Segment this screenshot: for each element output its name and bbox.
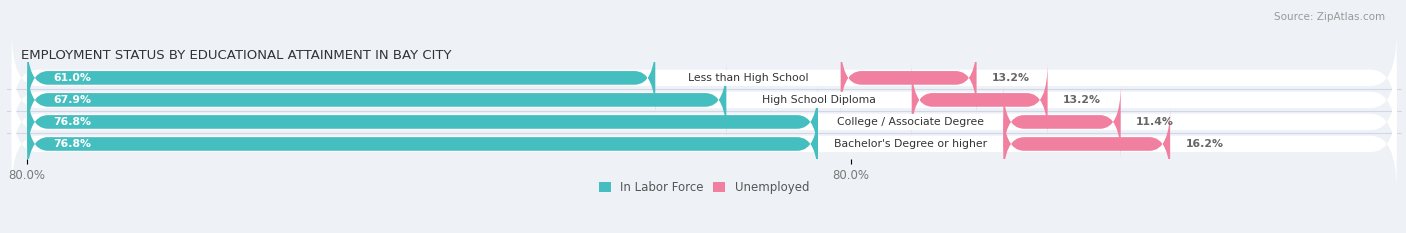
FancyBboxPatch shape: [11, 97, 1396, 191]
Text: Source: ZipAtlas.com: Source: ZipAtlas.com: [1274, 12, 1385, 22]
FancyBboxPatch shape: [27, 85, 818, 159]
FancyBboxPatch shape: [1004, 85, 1121, 159]
Text: 11.4%: 11.4%: [1136, 117, 1174, 127]
FancyBboxPatch shape: [11, 75, 1396, 169]
Text: 13.2%: 13.2%: [1063, 95, 1101, 105]
Text: 76.8%: 76.8%: [53, 117, 91, 127]
FancyBboxPatch shape: [27, 63, 727, 137]
FancyBboxPatch shape: [27, 107, 818, 181]
Text: Less than High School: Less than High School: [688, 73, 808, 83]
FancyBboxPatch shape: [27, 41, 655, 115]
Text: 61.0%: 61.0%: [53, 73, 91, 83]
FancyBboxPatch shape: [11, 31, 1396, 125]
Text: 67.9%: 67.9%: [53, 95, 91, 105]
Text: EMPLOYMENT STATUS BY EDUCATIONAL ATTAINMENT IN BAY CITY: EMPLOYMENT STATUS BY EDUCATIONAL ATTAINM…: [21, 48, 451, 62]
Legend: In Labor Force, Unemployed: In Labor Force, Unemployed: [599, 181, 810, 194]
FancyBboxPatch shape: [841, 41, 977, 115]
Text: 16.2%: 16.2%: [1185, 139, 1223, 149]
Text: Bachelor's Degree or higher: Bachelor's Degree or higher: [834, 139, 987, 149]
Text: High School Diploma: High School Diploma: [762, 95, 876, 105]
FancyBboxPatch shape: [11, 53, 1396, 147]
Text: College / Associate Degree: College / Associate Degree: [837, 117, 984, 127]
FancyBboxPatch shape: [1004, 107, 1170, 181]
Text: 76.8%: 76.8%: [53, 139, 91, 149]
Text: 13.2%: 13.2%: [993, 73, 1031, 83]
FancyBboxPatch shape: [911, 63, 1047, 137]
